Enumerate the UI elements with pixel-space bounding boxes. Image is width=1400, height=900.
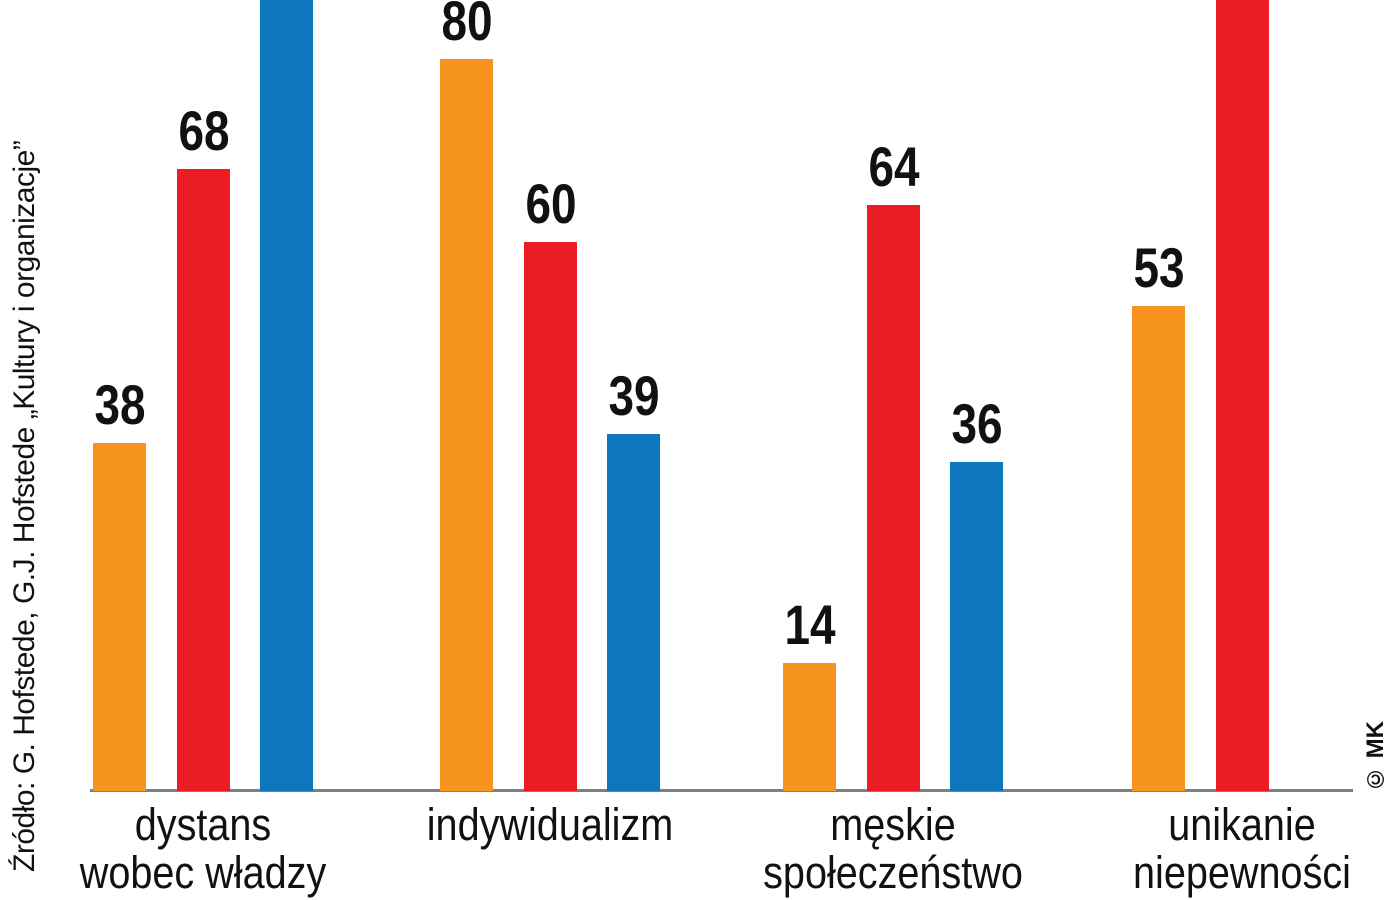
bar-value-label-orange-1: 80 [440,0,493,52]
source-note: Źródło: G. Hofstede, G.J. Hofstede „Kult… [8,140,41,872]
bar-red-0 [177,169,230,791]
bar-blue-0 [260,0,313,791]
category-label-line: wobec władzy [79,847,327,898]
bar-orange-1 [440,59,493,791]
category-label-2: męskie społeczeństwo [763,801,1023,897]
category-label-line: społeczeństwo [763,847,1023,898]
category-label-line: unikanie [1168,799,1316,850]
bar-blue-2 [950,462,1003,791]
category-label-line: dystans [134,799,272,850]
bar-value-label-red-1: 60 [524,172,577,235]
bar-value-label-red-0: 68 [177,99,230,162]
category-label-line: męskie [830,799,956,850]
bar-blue-1 [607,434,660,791]
bar-orange-0 [93,443,146,791]
bar-red-2 [867,205,920,791]
category-label-line: niepewności [1133,847,1351,898]
bar-value-label-orange-3: 53 [1132,236,1185,299]
x-axis-line [90,789,1353,792]
bar-value-label-blue-1: 39 [607,364,660,427]
category-label-3: unikanie niepewności [1133,801,1351,897]
category-label-1: indywidualizm [427,801,673,849]
bar-red-1 [524,242,577,791]
bar-value-label-orange-0: 38 [93,373,146,436]
category-label-0: dystans wobec władzy [80,801,327,897]
bar-orange-2 [783,663,836,791]
bar-red-3 [1216,0,1269,791]
bar-value-label-orange-2: 14 [783,593,836,656]
bar-value-label-blue-2: 36 [950,392,1003,455]
copyright-note: © MK [1362,721,1389,792]
bar-orange-3 [1132,306,1185,791]
category-label-line: indywidualizm [426,799,674,850]
bar-value-label-red-2: 64 [867,135,920,198]
